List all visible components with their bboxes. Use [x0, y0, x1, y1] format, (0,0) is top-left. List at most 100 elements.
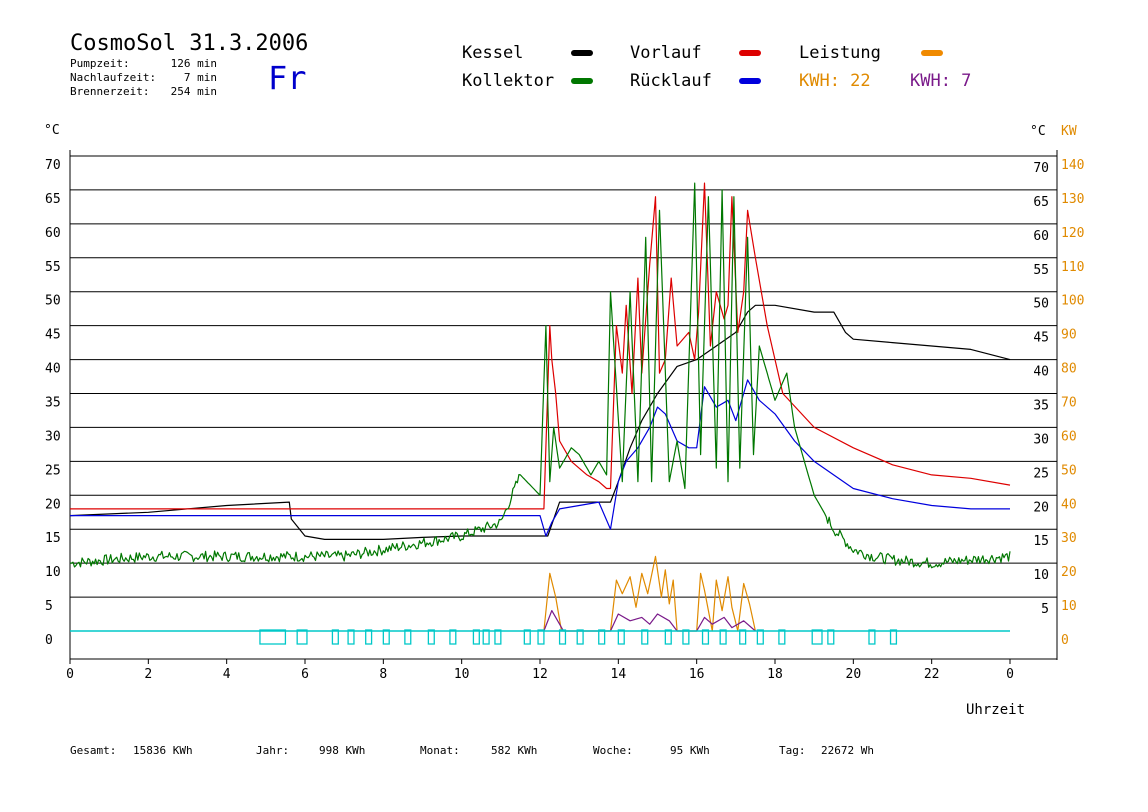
legend-label-kollektor: Kollektor	[462, 71, 554, 91]
chart-title: CosmoSol 31.3.2006	[70, 31, 308, 56]
x-tick-labels: 0 2 4 6 8 10 12 14 16 18 20 22 0	[66, 659, 1014, 682]
series-kessel	[69, 304, 1011, 540]
y-tick-right-35: 35	[1033, 399, 1049, 414]
y-tick-right-65: 65	[1033, 195, 1049, 210]
pumpe-segment-15	[576, 629, 584, 645]
pumpe-segment-27	[827, 629, 835, 645]
total-label-tag: Tag:	[779, 744, 806, 757]
y-tick-left-40: 40	[45, 362, 61, 377]
legend-kwh-kollektor: KWH: 7	[910, 71, 971, 91]
pumpe-segment-28	[868, 629, 876, 645]
stat-label-brennerzeit: Brennerzeit:	[70, 85, 149, 98]
series-kollektor	[70, 182, 1011, 569]
x-axis-label: Uhrzeit	[966, 702, 1025, 718]
weekday-label: Fr	[268, 59, 307, 97]
pumpe-segment-20	[682, 629, 690, 645]
y-tick-power-70: 70	[1061, 396, 1077, 411]
x-tick-7: 14	[611, 667, 627, 682]
y-tick-right-55: 55	[1033, 263, 1049, 278]
x-tick-8: 16	[689, 667, 705, 682]
pumpe-segment-19	[664, 629, 672, 645]
y-tick-power-50: 50	[1061, 463, 1077, 478]
legend-label-leistung: Leistung	[799, 43, 881, 63]
y-tick-power-0: 0	[1061, 633, 1069, 648]
total-label-monat: Monat:	[420, 744, 460, 757]
y-tick-left-45: 45	[45, 328, 61, 343]
y-tick-power-120: 120	[1061, 226, 1084, 241]
y-tick-left-55: 55	[45, 260, 61, 275]
x-tick-11: 22	[924, 667, 940, 682]
x-tick-9: 18	[767, 667, 783, 682]
pumpe-segment-29	[889, 629, 898, 645]
x-tick-12: 0	[1006, 667, 1014, 682]
total-label-woche: Woche:	[593, 744, 633, 757]
y-tick-right-25: 25	[1033, 466, 1049, 481]
y-tick-power-40: 40	[1061, 497, 1077, 512]
y-axis-unit-power: KW	[1061, 124, 1077, 139]
y-tick-right-70: 70	[1033, 161, 1049, 176]
total-value-woche: 95 KWh	[670, 744, 710, 757]
y-axis-unit-right: °C	[1030, 124, 1046, 139]
y-tick-power-30: 30	[1061, 531, 1077, 546]
pumpe-segment-26	[811, 629, 823, 645]
stat-value-nachlaufzeit: 7 min	[184, 71, 217, 84]
pumpe-segment-6	[404, 629, 412, 645]
y-tick-left-0: 0	[45, 633, 53, 648]
pumpe-segment-7	[427, 629, 435, 645]
x-tick-10: 20	[846, 667, 862, 682]
pumpe-segment-9	[472, 629, 480, 645]
series-r-cklauf	[70, 379, 1010, 537]
x-tick-2: 4	[223, 667, 231, 682]
pumpe-segment-8	[449, 629, 457, 645]
pumpe-segment-24	[756, 629, 764, 645]
y-tick-power-110: 110	[1061, 260, 1084, 275]
series-vorlauf	[70, 182, 1011, 510]
x-tick-1: 2	[144, 667, 152, 682]
y-tick-left-35: 35	[45, 396, 61, 411]
pumpe-segment-3	[347, 629, 355, 645]
y-tick-power-90: 90	[1061, 328, 1077, 343]
legend-label-kessel: Kessel	[462, 43, 523, 63]
y-tick-left-30: 30	[45, 429, 61, 444]
y-tick-left-15: 15	[45, 531, 61, 546]
y-tick-right-10: 10	[1033, 568, 1049, 583]
x-tick-0: 0	[66, 667, 74, 682]
pumpe-segment-13	[537, 629, 545, 645]
pumpe-segment-11	[494, 629, 502, 645]
grid-lines	[70, 155, 1057, 598]
y-tick-left-5: 5	[45, 599, 53, 614]
y-tick-left-25: 25	[45, 463, 61, 478]
y-tick-right-60: 60	[1033, 229, 1049, 244]
total-value-gesamt: 15836 KWh	[133, 744, 193, 757]
pumpe-segment-23	[739, 629, 747, 645]
y-tick-power-10: 10	[1061, 599, 1077, 614]
stat-value-brennerzeit: 254 min	[171, 85, 217, 98]
stat-value-pumpzeit: 126 min	[171, 57, 217, 70]
legend-kwh-leistung: KWH: 22	[799, 71, 871, 91]
y-tick-right-15: 15	[1033, 534, 1049, 549]
y-tick-left-50: 50	[45, 294, 61, 309]
pumpe-segment-16	[598, 629, 606, 645]
legend-label-vorlauf: Vorlauf	[630, 43, 702, 63]
y-axis-unit-left: °C	[44, 123, 60, 138]
y-tick-left-65: 65	[45, 192, 61, 207]
y-tick-left-20: 20	[45, 497, 61, 512]
pumpe-segment-10	[482, 629, 490, 645]
pumpe-segment-17	[617, 629, 625, 645]
y-tick-right-20: 20	[1033, 500, 1049, 515]
pumpe-segment-0	[259, 629, 287, 645]
pumpe-segment-18	[641, 629, 649, 645]
header-stats: Pumpzeit: 126 min Nachlaufzeit: 7 min Br…	[70, 57, 217, 98]
pumpe-segment-5	[382, 629, 390, 645]
x-tick-6: 12	[532, 667, 548, 682]
legend-label-ruecklauf: Rücklauf	[630, 71, 712, 91]
x-tick-3: 6	[301, 667, 309, 682]
series-layer	[69, 182, 1011, 645]
y-tick-power-100: 100	[1061, 294, 1084, 309]
total-value-tag: 22672 Wh	[821, 744, 874, 757]
pumpe-segment-12	[523, 629, 531, 645]
y-tick-left-60: 60	[45, 226, 61, 241]
pumpe-segment-21	[701, 629, 710, 645]
footer-totals: Gesamt: 15836 KWh Jahr: 998 KWh Monat: 5…	[70, 744, 874, 757]
series-leistung	[543, 555, 756, 632]
